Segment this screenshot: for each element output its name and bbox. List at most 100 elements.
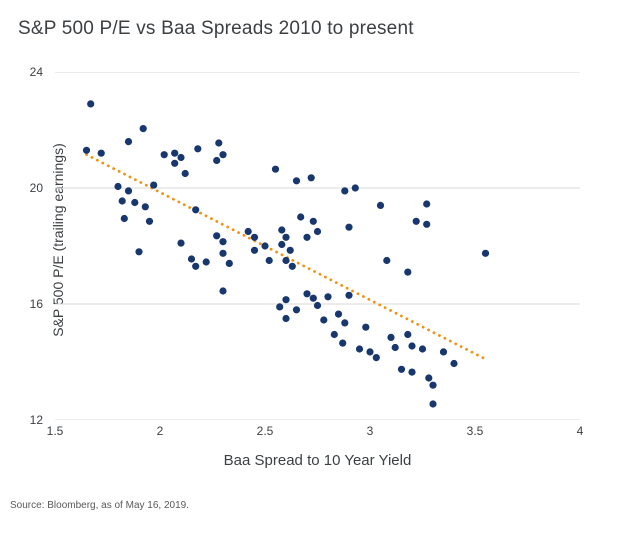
data-point [297,213,305,221]
data-point [345,223,353,231]
data-point [250,233,259,241]
data-point [408,368,416,376]
data-point [387,333,395,341]
data-point [286,246,294,254]
data-point [425,374,433,382]
data-point [271,165,280,173]
data-point [124,187,133,195]
data-point [351,184,359,192]
source-note: Source: Bloomberg, as of May 16, 2019. [10,500,189,511]
data-point [87,100,95,108]
data-point [341,187,349,195]
data-point [345,291,353,299]
data-point [82,146,91,154]
data-point [282,314,290,323]
data-point [404,268,412,276]
x-tick: 3.5 [466,424,484,438]
data-point [303,290,311,298]
data-point [177,239,185,247]
data-point [481,249,490,257]
data-point [341,319,349,327]
data-point [303,233,311,241]
data-point [288,262,296,270]
data-point [418,345,427,353]
data-point [397,365,406,373]
y-tick-labels: 12 16 20 24 [0,65,47,427]
data-point [114,182,122,191]
data-point [404,330,412,339]
data-point [265,256,273,265]
data-point [261,242,269,250]
data-point [320,316,328,324]
data-point [313,227,322,236]
y-tick: 12 [29,413,43,427]
data-point [423,220,431,228]
plot-svg [55,72,580,420]
data-point [339,339,347,347]
data-point [192,262,200,270]
data-point [372,354,380,362]
data-point [219,238,227,246]
data-point [309,294,317,302]
data-point [244,227,252,236]
data-point [429,381,437,389]
data-point [334,310,343,318]
data-point [282,256,290,265]
y-tick: 24 [29,65,43,79]
data-point [412,217,420,225]
data-point [376,201,385,209]
data-point [450,359,458,368]
data-point [215,139,223,147]
data-point [282,296,290,304]
data-point [171,159,179,167]
data-point [145,217,154,225]
data-point [408,342,416,350]
data-point [225,259,233,267]
data-point [292,306,301,314]
data-point [307,174,315,182]
x-tick: 3 [366,424,374,438]
data-point [366,348,374,356]
data-point [355,345,364,353]
data-point [313,301,322,310]
data-point [131,198,139,207]
data-point [362,323,370,331]
x-axis-label: Baa Spread to 10 Year Yield [223,452,412,469]
data-point [250,246,259,254]
x-tick: 1.5 [46,424,64,438]
data-point [439,348,448,356]
data-point [181,169,189,178]
data-point [120,214,128,223]
data-point [391,343,399,352]
data-point [278,240,286,249]
data-point [118,197,126,205]
data-point [202,258,210,266]
data-point [330,330,338,339]
data-point [192,206,200,214]
data-point [124,138,133,146]
data-point [282,233,290,241]
data-point [150,181,158,189]
data-point [423,200,431,208]
data-point [97,149,105,157]
trend-line [85,153,487,361]
data-point [309,217,317,225]
data-point [187,255,196,263]
data-point [135,248,143,256]
data-point [194,145,202,153]
plot-area [55,72,580,420]
chart-title: S&P 500 P/E vs Baa Spreads 2010 to prese… [18,18,414,39]
data-point [278,226,286,234]
data-point [219,151,227,159]
x-tick: 2 [156,424,164,438]
data-point [219,249,227,257]
data-point [141,203,149,211]
data-point [177,153,185,162]
data-point [219,287,227,295]
data-point [160,151,168,159]
x-tick: 2.5 [256,424,274,438]
data-point [292,177,301,185]
x-tick: 4 [576,424,584,438]
x-tick-labels: 1.5 2 2.5 3 3.5 4 [47,424,584,440]
